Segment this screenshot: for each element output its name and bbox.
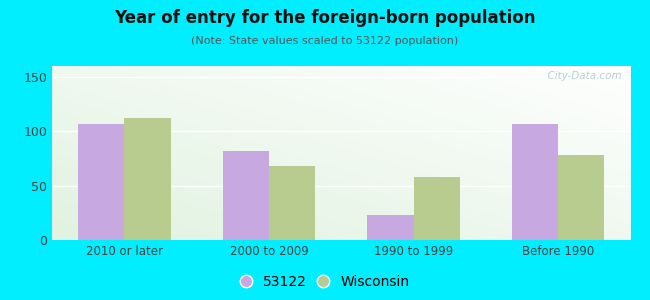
Bar [269, 166, 315, 240]
Legend: 53122, Wisconsin: 53122, Wisconsin [237, 271, 413, 293]
Bar [512, 124, 558, 240]
Text: City-Data.com: City-Data.com [541, 71, 622, 81]
Bar [223, 151, 269, 240]
Text: (Note: State values scaled to 53122 population): (Note: State values scaled to 53122 popu… [191, 36, 459, 46]
Text: Year of entry for the foreign-born population: Year of entry for the foreign-born popul… [114, 9, 536, 27]
Bar [413, 177, 460, 240]
Bar [124, 118, 170, 240]
Bar [78, 124, 124, 240]
Bar [558, 155, 605, 240]
Bar [367, 215, 413, 240]
